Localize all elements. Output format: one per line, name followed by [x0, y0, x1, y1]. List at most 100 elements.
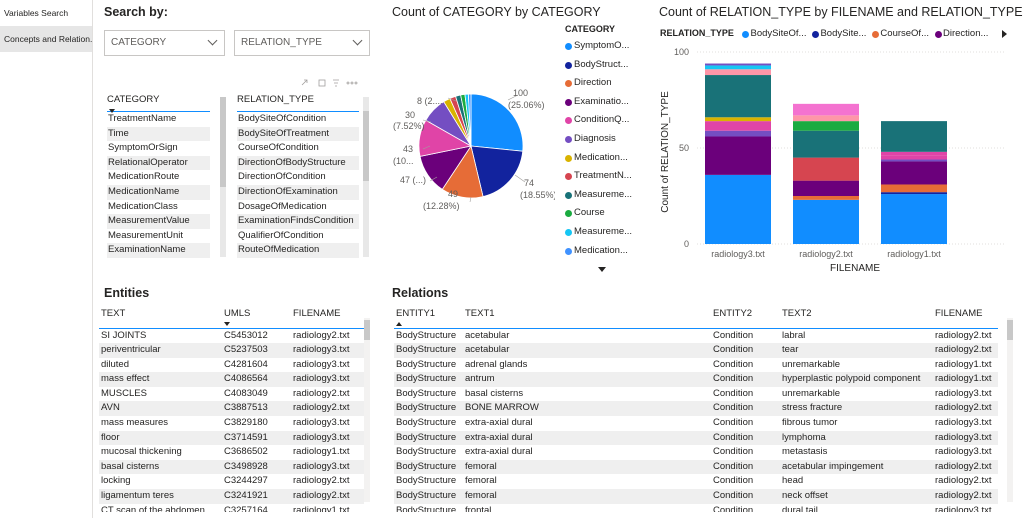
scrollbar-thumb[interactable]: [364, 320, 370, 340]
relations-row[interactable]: BodyStructure acetabular Condition labral ra…: [394, 328, 998, 343]
relation-type-list-item[interactable]: DosageOfMedication: [238, 200, 327, 212]
relations-row[interactable]: BodyStructure extra-axial dural Condition f…: [394, 416, 998, 431]
entities-column-filename[interactable]: FILENAME: [291, 308, 364, 329]
entities-row[interactable]: mucosal thickening C3686502 radiology1.txt: [99, 445, 364, 460]
relations-row[interactable]: BodyStructure extra-axial dural Condition m…: [394, 445, 998, 460]
pie-legend-item[interactable]: Measureme...: [565, 186, 645, 205]
relations-column-filename[interactable]: FILENAME: [933, 308, 998, 329]
pie-slice[interactable]: [467, 93, 472, 147]
bar-segment[interactable]: [793, 196, 859, 200]
pie-slice[interactable]: [470, 93, 524, 152]
entities-row[interactable]: AVN C3887513 radiology2.txt: [99, 401, 364, 417]
bar-legend-item[interactable]: Direction...: [935, 28, 988, 39]
relations-row[interactable]: BodyStructure acetabular Condition tear radi…: [394, 343, 998, 358]
legend-scroll-down-icon[interactable]: [598, 267, 606, 272]
category-list-item[interactable]: Time: [107, 126, 210, 142]
pie-legend-item[interactable]: ConditionQ...: [565, 111, 645, 130]
entities-row[interactable]: CT scan of the abdomen C3257164 radiology1…: [99, 504, 364, 512]
entities-row[interactable]: floor C3714591 radiology3.txt: [99, 430, 364, 446]
category-dropdown[interactable]: CATEGORY: [104, 30, 225, 56]
pie-legend-item[interactable]: SymptomO...: [565, 37, 645, 56]
category-list-item[interactable]: RelationalOperator: [107, 155, 210, 171]
entities-row[interactable]: basal cisterns C3498928 radiology3.txt: [99, 459, 364, 475]
bar-segment[interactable]: [705, 69, 771, 76]
bar-segment[interactable]: [705, 130, 771, 137]
scrollbar-thumb[interactable]: [220, 97, 226, 187]
entities-column-text[interactable]: TEXT: [99, 308, 222, 329]
pie-legend-item[interactable]: Direction: [565, 74, 645, 93]
relations-row[interactable]: BodyStructure BONE MARROW Condition stress …: [394, 401, 998, 417]
category-list-item[interactable]: ExaminationName: [107, 243, 210, 258]
bar-segment[interactable]: [705, 117, 771, 122]
relations-row[interactable]: BodyStructure extra-axial dural Condition l…: [394, 430, 998, 446]
category-list-item[interactable]: MedicationRoute: [108, 171, 180, 183]
entities-row[interactable]: diluted C4281604 radiology3.txt: [99, 358, 364, 373]
relations-row[interactable]: BodyStructure basal cisterns Condition unre…: [394, 387, 998, 402]
relations-row[interactable]: BodyStructure adrenal glands Condition unre…: [394, 358, 998, 373]
relations-row[interactable]: BodyStructure frontal Condition dural tail r…: [394, 504, 998, 512]
entities-row[interactable]: MUSCLES C4083049 radiology2.txt: [99, 387, 364, 402]
category-list-item[interactable]: MeasurementUnit: [108, 229, 183, 241]
pie-legend-item[interactable]: Course: [565, 204, 645, 223]
bar-segment[interactable]: [793, 130, 859, 158]
relations-column-text2[interactable]: TEXT2: [780, 308, 933, 329]
bar-legend-item[interactable]: BodySite...: [812, 28, 866, 39]
relation-type-list-item[interactable]: DirectionOfCondition: [238, 171, 326, 183]
bar-segment[interactable]: [705, 75, 771, 118]
relations-row[interactable]: BodyStructure antrum Condition hyperplastic…: [394, 372, 998, 387]
entities-column-umls[interactable]: UMLS: [222, 308, 291, 329]
bar-segment[interactable]: [881, 192, 947, 195]
legend-next-icon[interactable]: [1000, 29, 1008, 39]
bar-segment[interactable]: [705, 65, 771, 70]
entities-row[interactable]: locking C3244297 radiology2.txt: [99, 474, 364, 489]
relation-type-list-item[interactable]: QualifierOfCondition: [238, 229, 324, 241]
pie-legend-item[interactable]: Measureme...: [565, 223, 645, 242]
bar-segment[interactable]: [793, 103, 859, 116]
bar-segment[interactable]: [793, 157, 859, 181]
bar-segment[interactable]: [793, 180, 859, 196]
relation-type-list-item[interactable]: BodySiteOfTreatment: [237, 126, 359, 142]
bar-segment[interactable]: [881, 194, 947, 244]
category-list-item[interactable]: MedicationClass: [108, 200, 178, 212]
category-list-item[interactable]: SymptomOrSign: [108, 142, 178, 154]
relations-column-entity1[interactable]: ENTITY1: [394, 308, 463, 329]
bar-segment[interactable]: [705, 136, 771, 175]
bar-segment[interactable]: [881, 155, 947, 160]
pie-legend-item[interactable]: BodyStruct...: [565, 56, 645, 75]
pie-legend-item[interactable]: Examinatio...: [565, 93, 645, 112]
pie-legend-item[interactable]: Diagnosis: [565, 130, 645, 149]
bar-segment[interactable]: [705, 63, 771, 66]
entities-table-scrollbar[interactable]: [364, 318, 370, 502]
relation-type-list-item[interactable]: DirectionOfBodyStructure: [237, 155, 359, 171]
entities-row[interactable]: mass measures C3829180 radiology3.txt: [99, 416, 364, 431]
relation-type-list-header[interactable]: RELATION_TYPE: [237, 92, 359, 112]
bar-segment[interactable]: [881, 159, 947, 162]
category-list-item[interactable]: MedicationName: [107, 184, 210, 200]
bar-segment[interactable]: [793, 121, 859, 131]
pie-slice[interactable]: [470, 145, 524, 198]
bar-legend-item[interactable]: CourseOf...: [872, 28, 929, 39]
relation-type-list-item[interactable]: DirectionOfExamination: [237, 184, 359, 200]
bar-segment[interactable]: [881, 184, 947, 193]
bar-segment[interactable]: [881, 161, 947, 185]
relations-row[interactable]: BodyStructure femoral Condition head radiolo…: [394, 474, 998, 489]
relation-type-list-item[interactable]: CourseOfCondition: [238, 142, 319, 154]
category-list-header[interactable]: CATEGORY: [107, 92, 210, 113]
entities-row[interactable]: ligamentum teres C3241921 radiology2.txt: [99, 489, 364, 504]
category-list-item[interactable]: MeasurementValue: [107, 214, 210, 229]
relations-row[interactable]: BodyStructure femoral Condition neck offset…: [394, 489, 998, 504]
relation-type-dropdown[interactable]: RELATION_TYPE: [234, 30, 370, 56]
bar-legend-item[interactable]: BodySiteOf...: [742, 28, 806, 39]
scrollbar-thumb[interactable]: [1007, 320, 1013, 340]
bar-segment[interactable]: [793, 199, 859, 244]
bar-segment[interactable]: [793, 115, 859, 122]
pie-legend-item[interactable]: Medication...: [565, 242, 645, 261]
entities-row[interactable]: SI JOINTS C5453012 radiology2.txt: [99, 328, 364, 343]
relations-column-entity2[interactable]: ENTITY2: [711, 308, 780, 329]
pie-legend-item[interactable]: TreatmentN...: [565, 167, 645, 186]
bar-segment[interactable]: [881, 151, 947, 156]
entities-row[interactable]: mass effect C4086564 radiology3.txt: [99, 372, 364, 387]
category-list-scrollbar[interactable]: [220, 97, 226, 257]
relations-row[interactable]: BodyStructure femoral Condition acetabular …: [394, 459, 998, 475]
scrollbar-thumb[interactable]: [363, 111, 369, 181]
